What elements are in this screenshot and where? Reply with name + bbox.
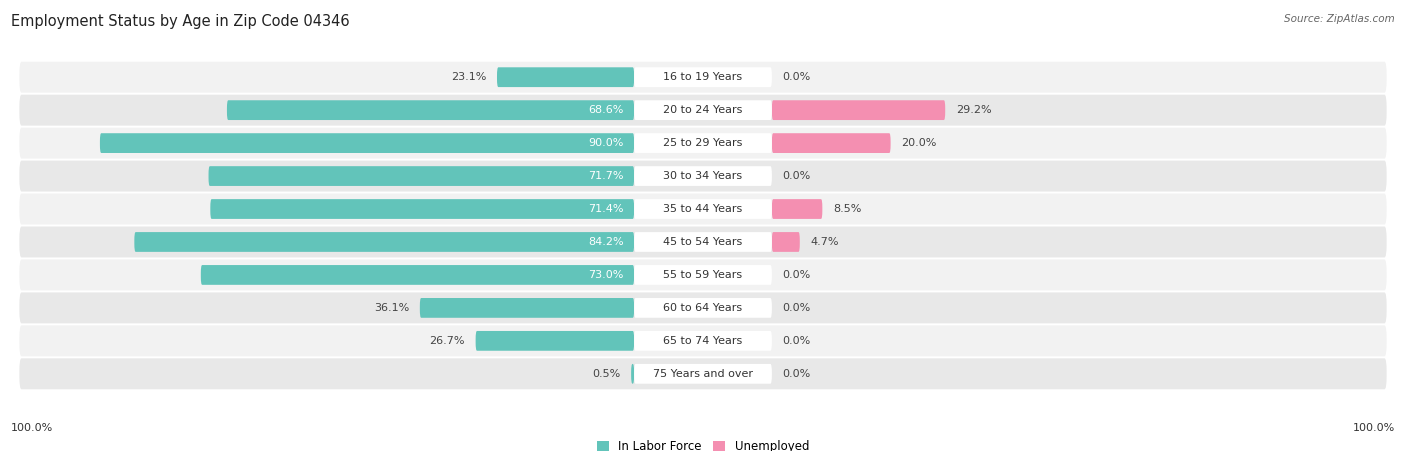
FancyBboxPatch shape [20,62,1386,93]
Text: 0.0%: 0.0% [783,369,811,379]
FancyBboxPatch shape [20,292,1386,323]
Text: 0.0%: 0.0% [783,336,811,346]
FancyBboxPatch shape [634,265,772,285]
Text: 71.7%: 71.7% [588,171,623,181]
Text: 100.0%: 100.0% [1353,423,1395,433]
FancyBboxPatch shape [135,232,634,252]
FancyBboxPatch shape [634,331,772,351]
Legend: In Labor Force, Unemployed: In Labor Force, Unemployed [598,440,808,451]
FancyBboxPatch shape [20,259,1386,290]
FancyBboxPatch shape [634,199,772,219]
FancyBboxPatch shape [496,67,634,87]
FancyBboxPatch shape [772,133,890,153]
Text: 29.2%: 29.2% [956,105,991,115]
FancyBboxPatch shape [20,325,1386,356]
FancyBboxPatch shape [420,298,634,318]
Text: 73.0%: 73.0% [588,270,623,280]
Text: 0.0%: 0.0% [783,270,811,280]
Text: 16 to 19 Years: 16 to 19 Years [664,72,742,82]
Text: 45 to 54 Years: 45 to 54 Years [664,237,742,247]
Text: 55 to 59 Years: 55 to 59 Years [664,270,742,280]
Text: 71.4%: 71.4% [588,204,623,214]
Text: 23.1%: 23.1% [451,72,486,82]
Text: 68.6%: 68.6% [588,105,623,115]
FancyBboxPatch shape [100,133,634,153]
FancyBboxPatch shape [475,331,634,351]
Text: 0.0%: 0.0% [783,72,811,82]
Text: 20 to 24 Years: 20 to 24 Years [664,105,742,115]
Text: Employment Status by Age in Zip Code 04346: Employment Status by Age in Zip Code 043… [11,14,350,28]
Text: 60 to 64 Years: 60 to 64 Years [664,303,742,313]
Text: 36.1%: 36.1% [374,303,409,313]
Text: 35 to 44 Years: 35 to 44 Years [664,204,742,214]
FancyBboxPatch shape [211,199,634,219]
Text: 75 Years and over: 75 Years and over [652,369,754,379]
Text: 0.0%: 0.0% [783,171,811,181]
Text: 25 to 29 Years: 25 to 29 Years [664,138,742,148]
Text: Source: ZipAtlas.com: Source: ZipAtlas.com [1284,14,1395,23]
FancyBboxPatch shape [20,226,1386,258]
FancyBboxPatch shape [20,128,1386,159]
FancyBboxPatch shape [20,95,1386,126]
FancyBboxPatch shape [634,133,772,153]
Text: 8.5%: 8.5% [832,204,862,214]
FancyBboxPatch shape [20,193,1386,225]
Text: 20.0%: 20.0% [901,138,936,148]
Text: 0.5%: 0.5% [592,369,620,379]
FancyBboxPatch shape [634,298,772,318]
FancyBboxPatch shape [634,67,772,87]
Text: 0.0%: 0.0% [783,303,811,313]
Text: 26.7%: 26.7% [429,336,465,346]
FancyBboxPatch shape [772,100,945,120]
FancyBboxPatch shape [208,166,634,186]
FancyBboxPatch shape [226,100,634,120]
FancyBboxPatch shape [634,100,772,120]
FancyBboxPatch shape [772,199,823,219]
FancyBboxPatch shape [634,364,772,384]
Text: 100.0%: 100.0% [11,423,53,433]
FancyBboxPatch shape [634,166,772,186]
FancyBboxPatch shape [772,232,800,252]
Text: 65 to 74 Years: 65 to 74 Years [664,336,742,346]
Text: 84.2%: 84.2% [588,237,623,247]
FancyBboxPatch shape [631,364,634,384]
FancyBboxPatch shape [201,265,634,285]
Text: 30 to 34 Years: 30 to 34 Years [664,171,742,181]
FancyBboxPatch shape [634,232,772,252]
FancyBboxPatch shape [20,358,1386,389]
Text: 90.0%: 90.0% [588,138,623,148]
FancyBboxPatch shape [20,161,1386,192]
Text: 4.7%: 4.7% [810,237,839,247]
